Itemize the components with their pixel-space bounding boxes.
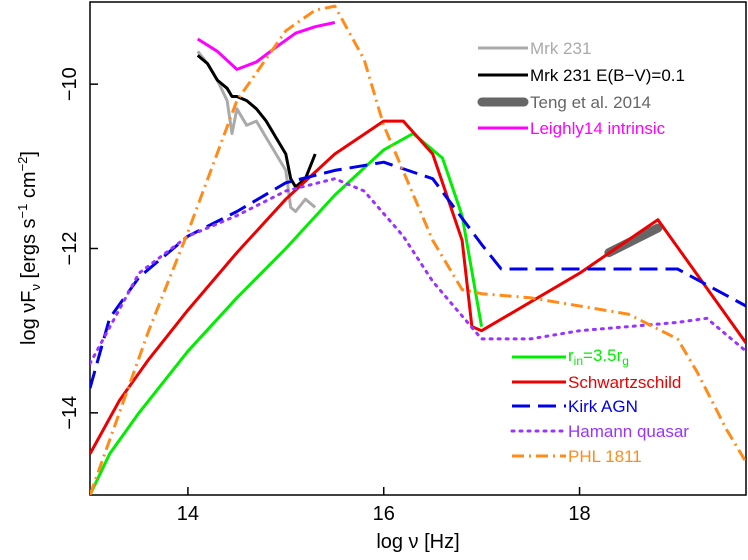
legend-rin-r: r: [568, 346, 574, 365]
legend-label-schwartzschild: Schwartzschild: [568, 373, 681, 392]
legend-label-rin: rin=3.5rg: [568, 346, 629, 368]
legend-rin-sub2: g: [622, 354, 629, 368]
y-axis-title-pre: log νF: [18, 291, 40, 345]
series-line-kirk-agn: [90, 160, 746, 389]
legend-label-hamann: Hamann quasar: [568, 422, 689, 441]
series-line-hamann-quasar: [90, 177, 746, 365]
x-tick-label: 16: [373, 503, 395, 525]
x-tick-label: 14: [177, 503, 199, 525]
x-tick-label: 18: [568, 503, 590, 525]
legend-top: Mrk 231 Mrk 231 E(B−V)=0.1 Teng et al. 2…: [477, 39, 685, 138]
legend-label-kirk: Kirk AGN: [568, 397, 638, 416]
legend-label-leighly: Leighly14 intrinsic: [530, 119, 666, 138]
y-axis-title-mid: [ergs s: [18, 218, 40, 284]
y-axis-title-sup1: −1: [15, 204, 30, 219]
legend-bottom: rin=3.5rg Schwartzschild Kirk AGN Hamann…: [510, 346, 689, 466]
legend-rin-sub1: in: [574, 354, 583, 368]
series-layer: [90, 4, 746, 495]
y-axis-title-sub: ν: [28, 284, 43, 291]
y-axis-title-end: ]: [18, 151, 40, 157]
legend-label-mrk231: Mrk 231: [530, 39, 591, 58]
y-axis-title-sup2: −2: [15, 157, 30, 172]
series-line-r-in-3-5r-g: [90, 132, 484, 495]
y-tick-label: −10: [59, 67, 81, 101]
y-tick-label: −14: [59, 396, 81, 430]
y-axis-title-cm: cm: [18, 171, 40, 203]
series-line-mrk-231: [196, 50, 317, 213]
series-line-schwartzschild: [90, 119, 746, 455]
y-tick-label: −12: [59, 232, 81, 266]
y-axis-title: log νFν [ergs s−1 cm−2]: [15, 151, 43, 345]
series-line-mrk-231-e-b-v-0-1: [196, 54, 317, 189]
series-line-leighly14-intrinsic: [196, 21, 336, 71]
legend-label-phl: PHL 1811: [568, 447, 642, 466]
legend-label-teng: Teng et al. 2014: [530, 93, 651, 112]
series-line-phl-1811: [90, 4, 746, 495]
x-axis-title: log ν [Hz]: [376, 531, 459, 553]
ticks-layer: 14 16 18 −10 −12 −14: [59, 67, 591, 525]
legend-label-mrk231-ebv: Mrk 231 E(B−V)=0.1: [530, 66, 685, 85]
legend-rin-mid: =3.5r: [583, 346, 623, 365]
